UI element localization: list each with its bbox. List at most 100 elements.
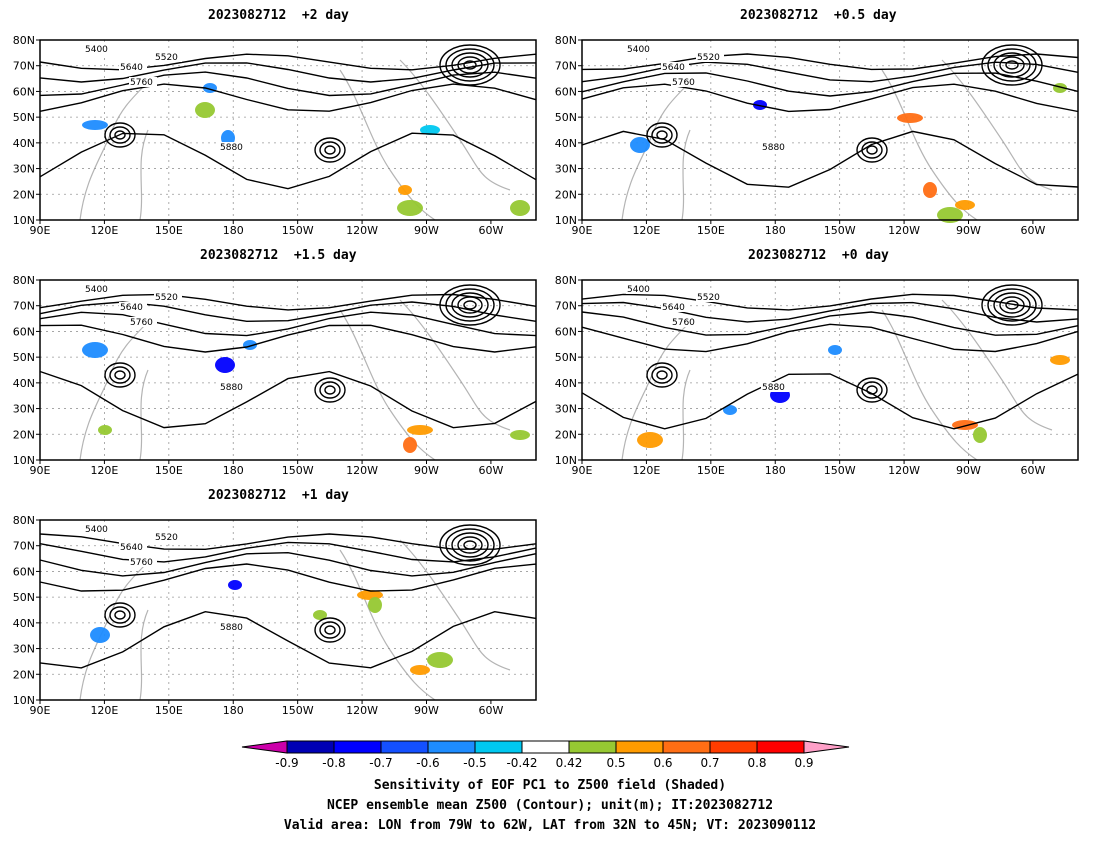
- height-contour: [581, 83, 1079, 113]
- longitude-label: 150E: [697, 224, 725, 237]
- height-contour: [314, 137, 346, 163]
- sensitivity-shading: [98, 425, 112, 435]
- longitude-label: 90E: [30, 464, 51, 477]
- contour-label: 5640: [120, 303, 143, 313]
- longitude-label: 150E: [155, 704, 183, 717]
- height-contour: [39, 311, 537, 337]
- latitude-label: 20N: [13, 428, 35, 441]
- coastline: [339, 549, 436, 701]
- coastline: [399, 539, 511, 671]
- longitude-label: 150E: [155, 224, 183, 237]
- colorbar-bin: [521, 740, 570, 754]
- panel-title: 2023082712 +0 day: [748, 248, 889, 263]
- map-panel: 5400 5520 5640 5760 5880 80N 70N 60N 50N 40N 30N 20…: [13, 514, 537, 717]
- height-contour: [581, 323, 1079, 353]
- height-contour: [39, 551, 537, 577]
- height-contour: [39, 83, 537, 112]
- latitude-label: 80N: [13, 274, 35, 287]
- longitude-label: 60W: [478, 464, 503, 477]
- map-panel: 5400 5520 5640 5760 5880 80N 70N 60N 50N 40N 30N 20…: [13, 34, 537, 237]
- colorbar-bin: [380, 740, 429, 754]
- longitude-label: 120E: [90, 704, 118, 717]
- height-contour: [439, 44, 501, 86]
- latitude-label: 80N: [555, 34, 577, 47]
- latitude-label: 40N: [13, 137, 35, 150]
- contour-label: 5880: [762, 383, 785, 393]
- latitude-label: 30N: [13, 403, 35, 416]
- longitude-label: 90E: [572, 224, 593, 237]
- height-contour: [319, 621, 341, 639]
- height-contour: [581, 72, 1079, 97]
- height-contour: [39, 563, 537, 592]
- latitude-label: 70N: [13, 60, 35, 73]
- longitude-label: 120E: [90, 224, 118, 237]
- sensitivity-shading: [90, 627, 110, 643]
- sensitivity-shading: [923, 182, 937, 198]
- latitude-label: 60N: [13, 325, 35, 338]
- longitude-label: 180: [765, 224, 786, 237]
- longitude-label: 90W: [414, 704, 439, 717]
- height-contour: [314, 377, 346, 403]
- colorbar-label: 0.6: [653, 756, 672, 770]
- height-contour: [314, 617, 346, 643]
- latitude-label: 70N: [555, 60, 577, 73]
- colorbar-label: -0.7: [369, 756, 392, 770]
- latitude-label: 10N: [555, 454, 577, 467]
- sensitivity-shading: [723, 405, 737, 415]
- height-contour: [445, 288, 495, 322]
- height-contour: [463, 60, 477, 70]
- latitude-label: 40N: [555, 137, 577, 150]
- colorbar-bin: [333, 740, 382, 754]
- colorbar-label: 0.7: [700, 756, 719, 770]
- colorbar-bin: [568, 740, 617, 754]
- longitude-label: 90E: [30, 224, 51, 237]
- sensitivity-shading: [510, 430, 530, 440]
- map-frame: [39, 279, 537, 461]
- longitude-label: 150W: [824, 464, 856, 477]
- height-contour: [656, 130, 668, 140]
- height-contour: [1005, 300, 1019, 310]
- latitude-label: 30N: [555, 403, 577, 416]
- longitude-label: 60W: [1020, 464, 1045, 477]
- height-contour: [463, 300, 477, 310]
- latitude-label: 20N: [555, 428, 577, 441]
- sensitivity-shading: [407, 425, 433, 435]
- sensitivity-shading: [828, 345, 842, 355]
- contour-label: 5880: [762, 143, 785, 153]
- height-contour: [993, 52, 1031, 78]
- longitude-label: 120E: [632, 464, 660, 477]
- map-frame: [39, 519, 537, 701]
- sensitivity-shading: [82, 342, 108, 358]
- height-contour: [39, 610, 537, 669]
- sensitivity-shading: [420, 125, 440, 135]
- height-contour: [651, 126, 673, 144]
- height-contour: [451, 52, 489, 78]
- latitude-label: 60N: [13, 565, 35, 578]
- sensitivity-shading: [1050, 355, 1070, 365]
- sensitivity-shading: [753, 100, 767, 110]
- longitude-label: 180: [765, 464, 786, 477]
- latitude-label: 30N: [555, 163, 577, 176]
- sensitivity-shading: [510, 200, 530, 216]
- contour-label: 5760: [130, 558, 153, 568]
- latitude-label: 70N: [555, 300, 577, 313]
- latitude-label: 50N: [13, 351, 35, 364]
- colorbar-bin: [615, 740, 664, 754]
- latitude-label: 20N: [555, 188, 577, 201]
- height-contour: [319, 141, 341, 159]
- contour-label: 5760: [130, 78, 153, 88]
- height-contour: [104, 362, 136, 388]
- contour-label: 5640: [662, 303, 685, 313]
- height-contour: [987, 288, 1037, 322]
- latitude-label: 70N: [13, 300, 35, 313]
- sensitivity-shading: [630, 137, 650, 153]
- colorbar-label: -0.9: [275, 756, 298, 770]
- sensitivity-shading: [403, 437, 417, 453]
- longitude-label: 90W: [956, 224, 981, 237]
- panel-title: 2023082712 +1.5 day: [200, 248, 357, 263]
- contour-label: 5400: [85, 45, 108, 55]
- latitude-label: 20N: [13, 188, 35, 201]
- contour-label: 5520: [155, 293, 178, 303]
- colorbar-label: 0.8: [747, 756, 766, 770]
- colorbar-bin: [286, 740, 335, 754]
